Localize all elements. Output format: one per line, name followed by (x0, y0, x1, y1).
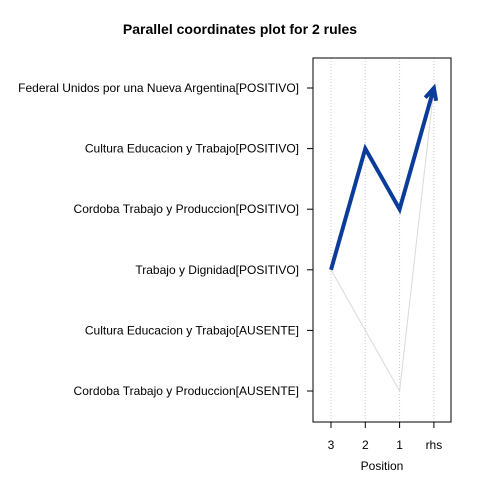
y-tick-label: Trabajo y Dignidad[POSITIVO] (135, 263, 299, 277)
y-tick-label: Cultura Educacion y Trabajo[AUSENTE] (85, 323, 299, 337)
x-tick-label: 1 (396, 438, 403, 452)
y-tick-label: Cordoba Trabajo y Produccion[AUSENTE] (74, 384, 299, 398)
series-lines (329, 83, 439, 393)
plot-frame (312, 57, 452, 423)
y-tick-label: Cordoba Trabajo y Produccion[POSITIVO] (74, 202, 299, 216)
y-tick-label: Cultura Educacion y Trabajo[POSITIVO] (85, 142, 299, 156)
x-axis: 3 2 1 rhs (328, 422, 443, 452)
rule-line-faint (330, 87, 435, 393)
rule-line-strong (329, 87, 436, 271)
chart-title: Parallel coordinates plot for 2 rules (123, 21, 357, 37)
grid-lines (330, 58, 435, 422)
x-tick-label: 2 (362, 438, 369, 452)
x-axis-title: Position (361, 459, 404, 473)
x-tick-label: rhs (426, 438, 443, 452)
y-tick-label: Federal Unidos por una Nueva Argentina[P… (18, 81, 299, 95)
rule-arrowhead-strong (423, 83, 439, 102)
y-axis: Federal Unidos por una Nueva Argentina[P… (18, 81, 313, 398)
x-tick-label: 3 (328, 438, 335, 452)
